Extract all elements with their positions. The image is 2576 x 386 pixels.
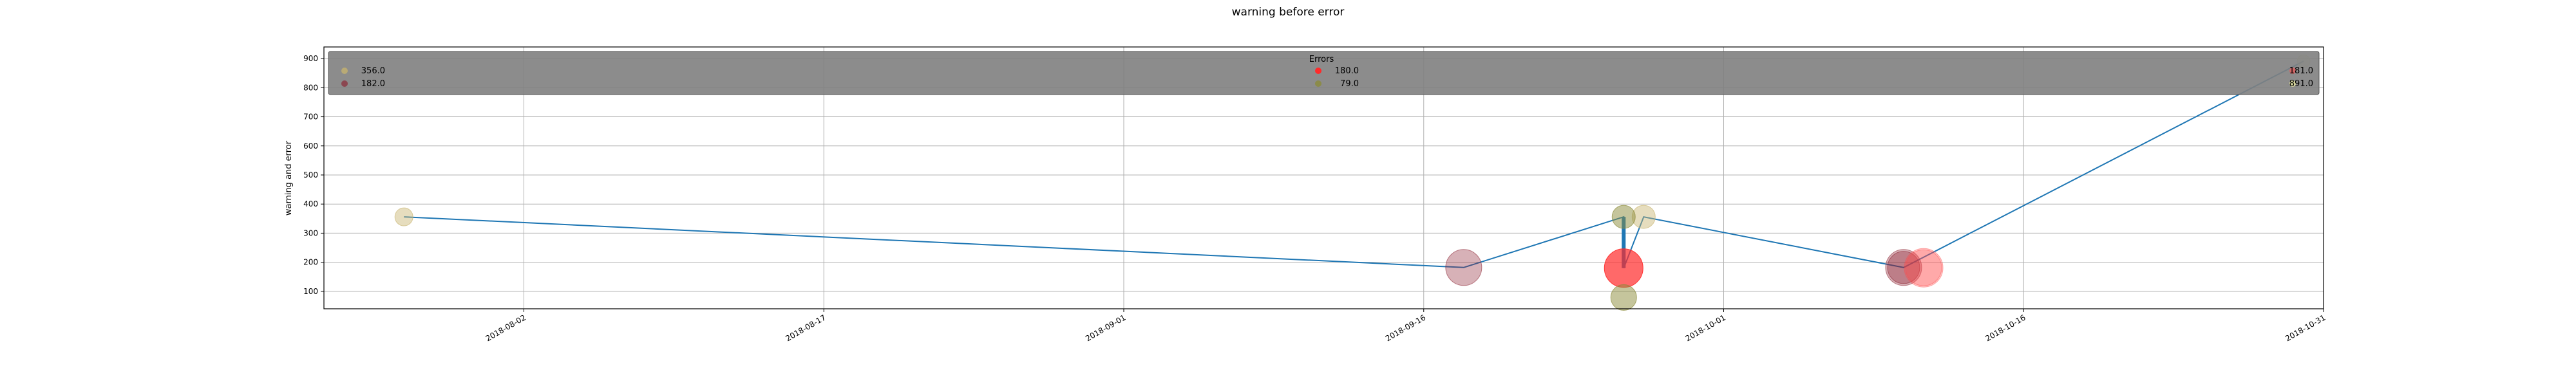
x-axis: 2018-08-02 2018-08-17 2018-09-01 2018-09-16… [484,309,2327,343]
y-tick-label: 100 [303,287,318,296]
legend-marker [2289,80,2296,87]
y-tick-label: 900 [303,54,318,63]
x-tick-label: 2018-10-16 [1984,313,2027,343]
y-tick-label: 800 [303,83,318,92]
x-tick-label: 2018-10-01 [1684,313,1727,343]
legend-marker [341,80,348,87]
legend-marker [1315,68,1321,74]
y-axis-label: warning and error [284,140,294,216]
legend-label: 180.0 [1335,66,1359,76]
y-tick-label: 700 [303,113,318,122]
legend-box [328,51,2320,95]
scatter-point [1611,205,1636,229]
chart-title: warning before error [1232,6,1345,19]
legend-marker [2289,68,2296,74]
scatter-point [1610,284,1637,311]
y-axis: 100 200 300 400 500 600 700 800 900 [303,54,324,296]
y-tick-label: 400 [303,199,318,208]
scatter-point [394,207,413,226]
y-tick-label: 500 [303,170,318,179]
legend-label: 182.0 [361,79,385,89]
x-tick-label: 2018-08-17 [784,313,827,343]
legend-marker [341,68,348,74]
legend-label: 891.0 [2289,79,2313,89]
scatter-point [1885,249,1922,286]
legend: Errors 356.0 180.0 181.0 182.0 79.0 891.0 [328,51,2320,95]
y-tick-label: 600 [303,142,318,151]
scatter-point [1445,249,1482,286]
y-tick-label: 200 [303,258,318,267]
legend-title: Errors [1309,55,1334,64]
x-tick-label: 2018-09-01 [1084,313,1127,343]
plot-frame [323,46,2324,309]
x-tick-label: 2018-10-31 [2284,313,2327,343]
scatter-markers [394,54,2311,311]
legend-label: 181.0 [2289,66,2313,76]
y-tick-label: 300 [303,228,318,237]
x-tick-label: 2018-09-16 [1384,313,1427,343]
legend-marker [1315,80,1321,87]
scatter-point [1887,251,1920,284]
scatter-point [1904,248,1944,288]
scatter-point [1905,249,1942,286]
legend-label: 356.0 [361,66,385,76]
x-tick-label: 2018-08-02 [484,313,527,343]
legend-label: 79.0 [1340,79,1359,89]
scatter-point [1604,248,1643,288]
